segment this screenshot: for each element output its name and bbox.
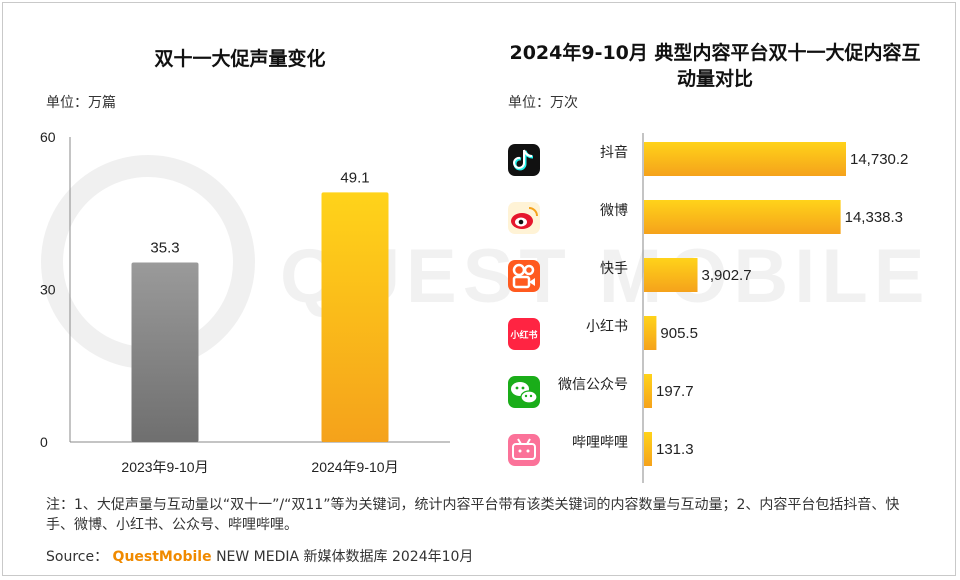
category-label: 微博 — [600, 202, 628, 218]
weibo-icon — [508, 202, 540, 234]
right-bar-chart: 14,730.2抖音14,338.3微博3,902.7快手905.5小红书小红书… — [508, 133, 908, 483]
bar — [644, 316, 657, 350]
bar — [644, 142, 846, 176]
wechat-icon — [508, 376, 540, 408]
category-label: 抖音 — [600, 144, 628, 160]
bar-value-label: 49.1 — [340, 169, 369, 186]
source-line: Source： QuestMobile NEW MEDIA 新媒体数据库 202… — [46, 546, 473, 566]
bar-value-label: 905.5 — [660, 325, 698, 342]
left-chart-unit: 单位：万篇 — [46, 95, 116, 111]
y-tick-label: 0 — [40, 434, 48, 450]
bar — [644, 374, 652, 408]
bar-value-label: 131.3 — [656, 441, 694, 458]
left-bar-chart: 0 30 60 35.3 2023年9-10月 49.1 2024年9-10月 — [40, 129, 450, 475]
bar — [644, 258, 698, 292]
y-tick-label: 30 — [40, 282, 56, 298]
bar-value-label: 3,902.7 — [702, 267, 752, 284]
left-chart-title: 双十一大促声量变化 — [154, 48, 326, 70]
xiaohongshu-icon: 小红书 — [508, 318, 540, 350]
category-label: 哔哩哔哩 — [572, 434, 628, 450]
bar-value-label: 35.3 — [150, 240, 179, 257]
right-chart-unit: 单位：万次 — [508, 95, 578, 111]
svg-text:小红书: 小红书 — [509, 329, 537, 340]
x-tick-label: 2023年9-10月 — [121, 459, 208, 475]
bar — [644, 432, 652, 466]
douyin-icon — [508, 144, 540, 176]
bar — [644, 200, 841, 234]
bar — [321, 192, 389, 442]
source-brand: QuestMobile — [112, 549, 212, 565]
right-chart-title: 2024年9-10月 典型内容平台双十一大促内容互动量对比 — [509, 42, 921, 90]
source-rest: NEW MEDIA 新媒体数据库 2024年10月 — [216, 549, 474, 565]
x-tick-label: 2024年9-10月 — [311, 459, 398, 475]
category-label: 小红书 — [586, 318, 628, 334]
kuaishou-icon — [508, 260, 540, 292]
bar-value-label: 197.7 — [656, 383, 694, 400]
bar-value-label: 14,730.2 — [850, 151, 908, 168]
footnote: 注：1、大促声量与互动量以“双十一”/“双11”等为关键词，统计内容平台带有该类… — [46, 497, 900, 533]
source-label: Source： — [46, 549, 109, 565]
bar-value-label: 14,338.3 — [845, 209, 903, 226]
bilibili-icon — [508, 434, 540, 466]
bar — [131, 262, 199, 442]
y-tick-label: 60 — [40, 129, 56, 145]
category-label: 快手 — [600, 260, 628, 276]
category-label: 微信公众号 — [558, 376, 628, 392]
